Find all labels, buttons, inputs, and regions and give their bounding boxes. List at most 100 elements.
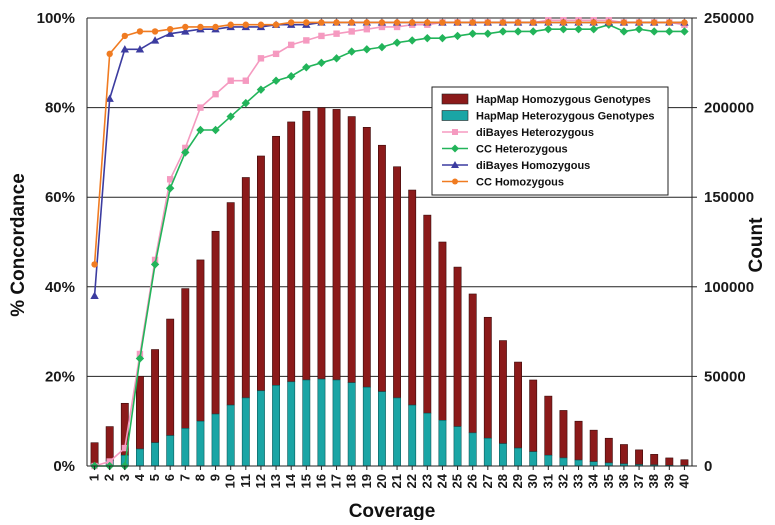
x-tick-label: 7 [177,474,192,481]
bar-heterozygous [257,390,265,467]
bar-homozygous [272,135,280,386]
x-tick-label: 38 [646,474,661,488]
x-tick-label: 31 [540,474,555,488]
bar-heterozygous [559,457,568,467]
bar-homozygous [302,110,311,381]
line-point-circle [166,26,174,33]
line-point-square [272,50,280,58]
bar-homozygous [378,144,386,392]
bar-heterozygous [151,442,159,467]
x-tick-label: 11 [238,474,253,488]
y-left-tick-label: 100% [37,10,75,27]
bar-heterozygous [241,397,250,467]
line-point-diamond [165,184,175,193]
line-point-square [242,77,250,84]
line-point-circle [454,19,461,26]
bar-heterozygous [499,443,507,467]
y-left-tick-label: 60% [45,189,75,206]
x-tick-label: 19 [359,474,374,488]
bar-homozygous [650,454,659,466]
line-point-square [257,55,265,62]
bar-heterozygous [166,435,175,467]
line-point-diamond [574,25,583,34]
line-point-square [348,28,355,35]
bar-heterozygous [574,459,583,467]
legend-label: CC Homozygous [476,177,564,189]
line-point-square [378,23,386,31]
line-point-diamond [317,58,326,67]
bar-homozygous [514,361,522,449]
line-point-diamond [438,33,447,43]
line-point-diamond [286,72,296,81]
x-tick-label: 3 [117,474,132,481]
x-tick-label: 40 [676,474,691,488]
bar-heterozygous [529,451,538,467]
line-point-circle [499,19,507,26]
legend-swatch [441,110,469,121]
line-point-circle [227,21,234,28]
line-point-square [452,129,458,135]
line-point-circle [212,23,219,31]
x-tick-label: 37 [631,474,646,488]
x-tick-label: 18 [344,474,359,488]
y-right-tick-label: 250000 [704,10,754,27]
x-tick-label: 8 [192,474,207,481]
x-tick-label: 1 [87,474,102,481]
bar-heterozygous [287,381,296,467]
line-point-diamond [483,29,493,38]
line-point-diamond [181,148,190,157]
bar-homozygous [241,177,250,399]
bar-heterozygous [196,420,205,467]
line-point-diamond [241,98,251,108]
x-tick-label: 26 [465,474,480,488]
line-point-diamond [453,31,462,41]
line-point-circle [182,23,189,31]
bar-homozygous [408,189,417,406]
bar-homozygous [347,116,356,383]
line-point-diamond [451,144,459,153]
y-left-tick-label: 40% [45,279,75,296]
bar-homozygous [499,340,507,444]
bar-heterozygous [438,420,447,467]
line-point-circle [635,19,643,26]
line-point-circle [257,21,265,28]
line-point-square [227,77,234,84]
bar-heterozygous [393,397,401,467]
bar-homozygous [257,155,265,392]
line-point-square [212,90,219,98]
bar-homozygous [635,449,643,465]
x-tick-label: 34 [586,473,601,488]
line-point-diamond [619,27,629,36]
line-point-circle [514,19,522,26]
line-point-square [363,26,371,33]
bar-homozygous [317,107,326,380]
x-tick-label: 35 [601,474,616,488]
x-tick-label: 22 [404,474,419,488]
line-point-triangle [451,161,459,168]
line-point-diamond [392,38,402,47]
line-point-circle [650,19,658,26]
line-point-circle [590,19,597,26]
line-point-triangle [135,45,145,53]
line-point-square [303,37,310,44]
line-point-circle [666,19,673,26]
line-point-diamond [271,76,281,85]
bar-homozygous [574,420,583,461]
line-point-circle [469,19,476,26]
line-point-diamond [211,125,220,135]
line-point-square [182,144,189,152]
bar-heterozygous [272,385,280,467]
line-point-circle [121,32,129,40]
x-tick-label: 5 [147,474,162,481]
line-point-circle [378,19,386,26]
bar-homozygous [544,395,553,456]
bar-homozygous [151,349,159,444]
line-point-square [333,30,340,37]
y-left-tick-label: 0% [53,458,75,475]
line-point-diamond [513,27,523,36]
line-point-diamond [362,45,372,54]
line-point-diamond [468,29,477,38]
line-point-circle [197,23,204,31]
bar-homozygous [589,429,598,462]
